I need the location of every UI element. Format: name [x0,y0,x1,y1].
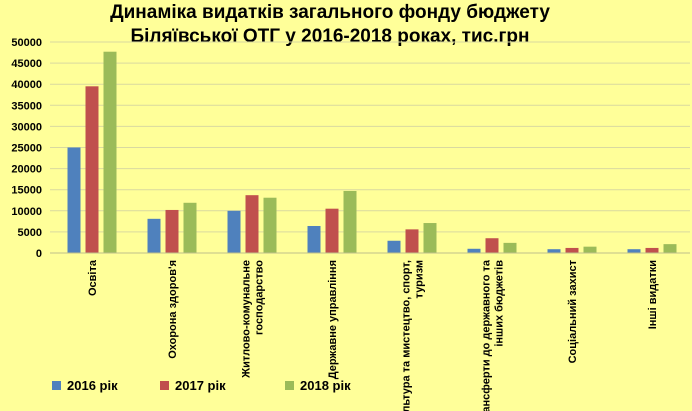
bar [165,209,179,253]
category-label: Культура та мистецтво, спорт, туризм [401,260,426,411]
bars [67,51,677,254]
bar [183,202,197,253]
bar [485,238,499,253]
bar [503,242,517,253]
y-tick-label: 40000 [11,79,42,91]
legend: 2016 рік 2017 рік 2018 рік [52,378,351,393]
bar [227,210,241,253]
category-label-line: Житлово-комунальне [241,260,253,379]
category-label-line: Державне управління [327,260,339,379]
category-label-line: Трансферти до державного та [481,259,493,411]
bar [405,229,419,253]
y-axis-ticks: 0 5000 10000 15000 20000 25000 30000 35000 40000… [11,37,42,260]
category-label: Трансферти до державного та інших бюджеті… [481,259,506,411]
y-tick-label: 15000 [11,185,42,197]
legend-swatch [160,381,169,390]
bar [85,86,99,253]
y-tick-label: 25000 [11,143,42,155]
bar [245,195,259,253]
bar [663,244,677,253]
y-tick-label: 10000 [11,206,42,218]
category-label-line: Охорона здоров'я [167,260,179,359]
y-tick-label: 5000 [18,227,42,239]
y-tick-label: 35000 [11,100,42,112]
gridlines [50,41,690,233]
bar [343,190,357,253]
bar [147,218,161,253]
bar [627,249,641,253]
bar [583,246,597,253]
legend-label: 2016 рік [67,378,118,393]
bar [263,197,277,253]
bar [325,208,339,253]
category-label: Інші видатки [647,260,659,329]
y-tick-label: 45000 [11,58,42,70]
legend-swatch [285,381,294,390]
bar [387,240,401,253]
y-tick-label: 30000 [11,121,42,133]
legend-label: 2018 рік [300,378,351,393]
bar [103,51,117,254]
legend-swatch [52,381,61,390]
bar [467,248,481,253]
y-tick-label: 50000 [11,37,42,49]
bar [547,249,561,253]
category-label: Охорона здоров'я [167,260,179,359]
bar [645,247,659,253]
chart-title-line-1: Динаміка видатків загального фонду бюдже… [110,2,550,23]
category-label-line: господарство [254,260,266,335]
category-label: Державне управління [327,260,339,379]
bar [423,223,437,253]
category-label-line: туризм [414,260,426,298]
chart-title-line-2: Біляївської ОТГ у 2016-2018 роках, тис.г… [130,26,529,47]
category-labels: Освіта Охорона здоров'я Житлово-комунальне… [87,259,659,411]
y-tick-label: 0 [36,248,42,260]
bar [565,247,579,253]
category-label-line: Культура та мистецтво, спорт, [401,260,413,411]
category-label: Освіта [87,259,99,296]
category-label-line: інших бюджетів [494,260,506,347]
category-label: Житлово-комунальне господарство [241,260,266,379]
legend-label: 2017 рік [175,378,226,393]
category-label-line: Соціальний захист [567,259,579,363]
category-label-line: Інші видатки [647,260,659,329]
category-label: Соціальний захист [567,259,579,363]
category-label-line: Освіта [87,259,99,296]
y-tick-label: 20000 [11,164,42,176]
bar [307,225,321,253]
bar [67,147,81,253]
